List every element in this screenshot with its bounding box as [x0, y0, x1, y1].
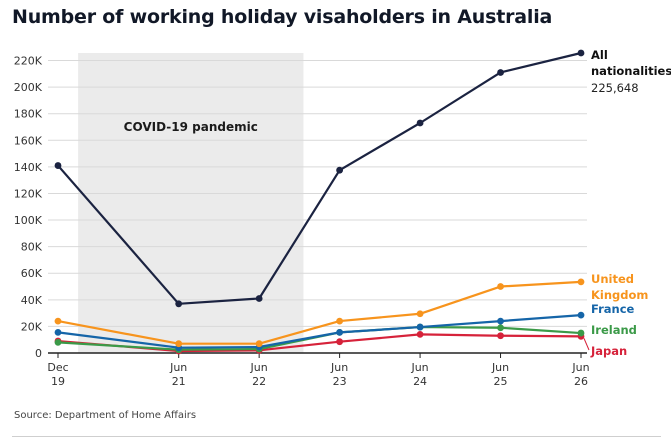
data-point-ireland — [497, 324, 504, 332]
data-point-united-kingdom — [54, 317, 62, 325]
data-point-all-nationalities — [255, 295, 263, 302]
y-tick-label: 200K — [14, 81, 43, 94]
chart-title: Number of working holiday visaholders in… — [12, 6, 553, 28]
data-point-japan — [336, 338, 344, 346]
japan-label-connector — [583, 338, 590, 351]
x-tick-label: Jun 25 — [491, 361, 509, 388]
data-point-france — [54, 328, 62, 336]
x-tick-label: Jun 26 — [571, 361, 589, 388]
series-value-all-nationalities: 225,648 — [591, 81, 639, 95]
covid-region-label: COVID-19 pandemic — [124, 120, 258, 134]
line-chart: COVID-19 pandemic 0 20K 40K 60K 80K 100K 120K 14… — [14, 48, 671, 388]
y-tick-label: 140K — [14, 161, 43, 174]
source-note: Source: Department of Home Affairs — [14, 410, 197, 421]
series-label-all-nationalities: All nationalities — [591, 48, 671, 78]
data-point-ireland — [577, 329, 585, 337]
data-point-all-nationalities — [54, 162, 62, 169]
data-point-all-nationalities — [577, 49, 585, 57]
x-tick-label: Jun 23 — [330, 361, 348, 388]
data-point-united-kingdom — [577, 278, 585, 286]
y-tick-label: 180K — [14, 108, 43, 121]
data-point-japan — [497, 332, 504, 340]
y-tick-label: 160K — [14, 134, 43, 147]
data-point-united-kingdom — [175, 340, 183, 348]
series-label-france: France — [591, 302, 635, 316]
y-tick-label: 60K — [21, 267, 43, 280]
y-tick-label: 0 — [35, 347, 42, 360]
series-label-japan: Japan — [590, 344, 627, 358]
y-tick-label: 120K — [14, 187, 43, 200]
y-tick-label: 80K — [21, 241, 43, 254]
series-label-united-kingdom: United Kingdom — [591, 272, 648, 302]
data-point-united-kingdom — [416, 310, 424, 318]
data-point-all-nationalities — [497, 69, 504, 76]
x-tick-label: Jun 24 — [410, 361, 428, 388]
x-tick-label: Jun 21 — [169, 361, 187, 388]
data-point-france — [497, 317, 504, 325]
data-point-united-kingdom — [336, 317, 344, 325]
data-point-all-nationalities — [336, 166, 344, 174]
data-point-france — [336, 328, 344, 336]
y-tick-label: 220K — [14, 55, 43, 68]
y-tick-label: 100K — [14, 214, 43, 227]
series-label-ireland: Ireland — [591, 323, 637, 337]
x-tick-label: Jun 22 — [250, 361, 268, 388]
data-point-united-kingdom — [255, 340, 263, 348]
x-tick-label: Dec 19 — [47, 361, 68, 388]
covid-shaded-region — [78, 53, 304, 353]
y-tick-label: 40K — [21, 294, 43, 307]
data-point-all-nationalities — [416, 119, 424, 127]
data-point-japan — [416, 330, 424, 338]
data-point-united-kingdom — [497, 283, 504, 290]
data-point-france — [577, 311, 585, 319]
y-tick-label: 20K — [21, 320, 43, 333]
data-point-france — [416, 323, 424, 331]
data-point-ireland — [54, 338, 62, 346]
data-point-all-nationalities — [175, 300, 183, 308]
bottom-divider — [12, 436, 661, 437]
